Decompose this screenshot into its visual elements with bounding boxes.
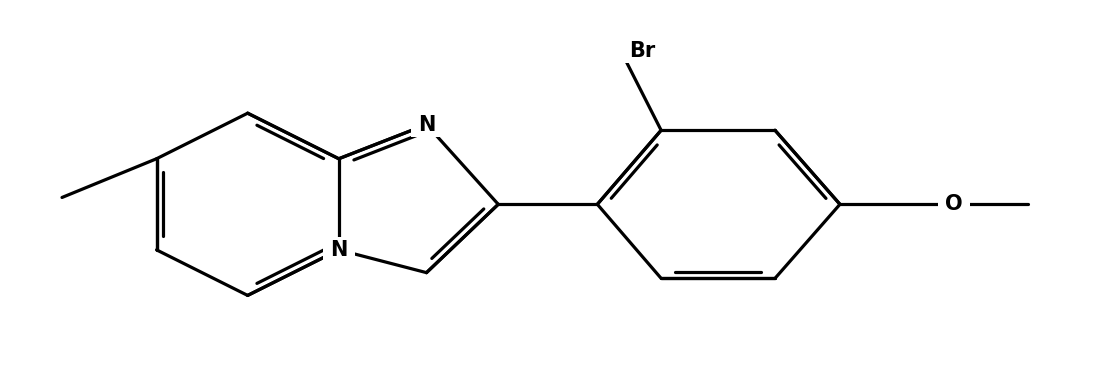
Text: O: O — [945, 194, 963, 214]
Text: N: N — [418, 114, 435, 135]
Bar — [937, 192, 969, 217]
Text: Br: Br — [630, 41, 655, 61]
Bar — [411, 112, 443, 137]
Bar — [609, 38, 650, 63]
Text: N: N — [330, 240, 347, 260]
Bar — [323, 237, 355, 262]
